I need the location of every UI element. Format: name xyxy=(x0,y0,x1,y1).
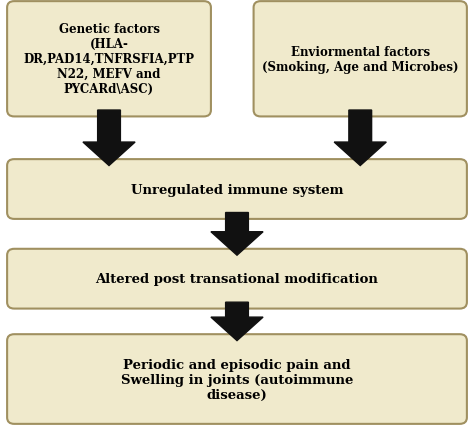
FancyBboxPatch shape xyxy=(254,2,467,117)
Text: Periodic and episodic pain and
Swelling in joints (autoimmune
disease): Periodic and episodic pain and Swelling … xyxy=(121,358,353,400)
Polygon shape xyxy=(211,302,263,341)
Polygon shape xyxy=(211,213,263,256)
Text: Enviormental factors
(Smoking, Age and Microbes): Enviormental factors (Smoking, Age and M… xyxy=(262,46,458,74)
FancyBboxPatch shape xyxy=(7,249,467,309)
FancyBboxPatch shape xyxy=(7,2,211,117)
Text: Altered post transational modification: Altered post transational modification xyxy=(96,273,378,285)
Text: Unregulated immune system: Unregulated immune system xyxy=(131,183,343,196)
Polygon shape xyxy=(83,111,135,166)
FancyBboxPatch shape xyxy=(7,160,467,219)
FancyBboxPatch shape xyxy=(7,334,467,424)
Polygon shape xyxy=(334,111,386,166)
Text: Genetic factors
(HLA-
DR,PAD14,TNFRSFIA,PTP
N22, MEFV and
PYCARd\ASC): Genetic factors (HLA- DR,PAD14,TNFRSFIA,… xyxy=(24,23,194,96)
